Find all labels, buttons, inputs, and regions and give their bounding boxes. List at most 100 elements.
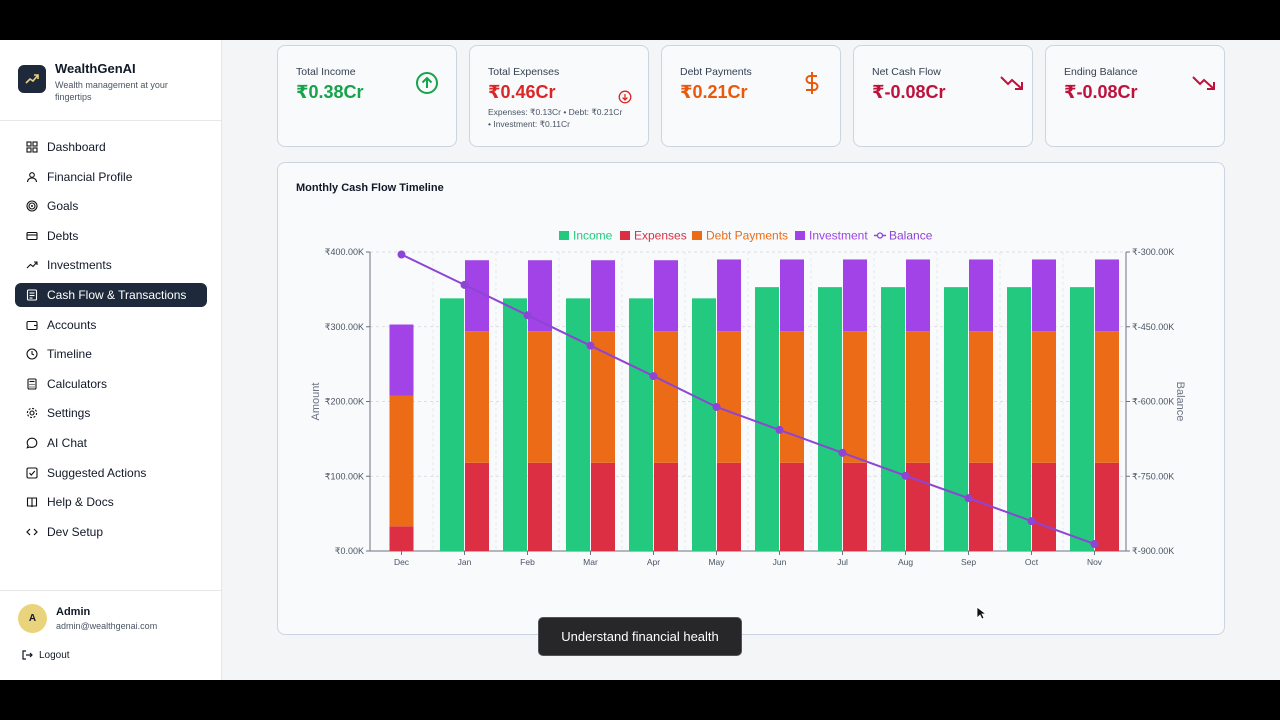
sidebar-item-suggested-actions[interactable]: Suggested Actions (15, 461, 207, 485)
bar-debt-payments[interactable] (969, 331, 993, 463)
y2-tick-label: ₹-900.00K (1132, 546, 1174, 556)
sidebar-item-ai-chat[interactable]: AI Chat (15, 431, 207, 455)
balance-point[interactable] (586, 341, 595, 350)
bar-investment[interactable] (1032, 259, 1056, 332)
bar-income[interactable] (629, 298, 653, 551)
bar-debt-payments[interactable] (591, 331, 615, 463)
bar-income[interactable] (1070, 287, 1094, 551)
chat-icon (26, 437, 38, 449)
bar-income[interactable] (1007, 287, 1031, 551)
bar-income[interactable] (692, 298, 716, 551)
card-icon (26, 230, 38, 242)
bar-investment[interactable] (591, 260, 615, 332)
bar-investment[interactable] (780, 259, 804, 332)
stat-card-total-expenses: Total Expenses ₹0.46Cr Expenses: ₹0.13Cr … (469, 45, 649, 147)
sidebar-item-dashboard[interactable]: Dashboard (15, 135, 207, 159)
legend-label-income: Income (573, 229, 613, 243)
balance-point[interactable] (1027, 517, 1036, 526)
balance-point[interactable] (901, 471, 910, 480)
sidebar-item-timeline[interactable]: Timeline (15, 342, 207, 366)
y-tick-label: ₹100.00K (325, 471, 364, 481)
sidebar-item-dev-setup[interactable]: Dev Setup (15, 520, 207, 544)
bar-expenses[interactable] (843, 462, 867, 551)
clock-icon (26, 348, 38, 360)
wallet-icon (26, 319, 38, 331)
bar-expenses[interactable] (591, 462, 615, 551)
bar-expenses[interactable] (906, 462, 930, 551)
bar-expenses[interactable] (389, 526, 414, 551)
sidebar-item-help-docs[interactable]: Help & Docs (15, 490, 207, 514)
x-tick-label: Dec (394, 557, 410, 567)
balance-point[interactable] (838, 448, 847, 457)
balance-point[interactable] (649, 372, 658, 381)
balance-point[interactable] (460, 280, 469, 289)
bar-investment[interactable] (969, 259, 993, 332)
trend-up-logo-icon[interactable] (18, 65, 46, 93)
stat-label: Ending Balance (1064, 66, 1138, 78)
sidebar-item-debts[interactable]: Debts (15, 224, 207, 248)
bar-investment[interactable] (528, 260, 552, 332)
balance-line (401, 253, 1095, 545)
bar-investment[interactable] (843, 259, 867, 332)
legend-swatch-investment (795, 231, 805, 240)
sidebar-item-cash-flow-transactions[interactable]: Cash Flow & Transactions (15, 282, 207, 307)
bar-expenses[interactable] (1095, 462, 1119, 551)
logout-button[interactable]: Logout (21, 649, 70, 661)
y-tick-label: ₹300.00K (325, 322, 364, 332)
sidebar-item-label: Dev Setup (47, 524, 104, 539)
sidebar-item-accounts[interactable]: Accounts (15, 313, 207, 337)
bar-income[interactable] (440, 298, 464, 551)
balance-point[interactable] (523, 311, 532, 320)
bar-investment[interactable] (1095, 259, 1119, 332)
sidebar-item-investments[interactable]: Investments (15, 253, 207, 277)
x-tick-label: Sep (961, 557, 976, 567)
sidebar-item-goals[interactable]: Goals (15, 194, 207, 218)
balance-point[interactable] (397, 250, 406, 259)
bar-investment[interactable] (389, 324, 414, 396)
sidebar-item-calculators[interactable]: Calculators (15, 372, 207, 396)
trend-icon (26, 259, 38, 271)
bar-debt-payments[interactable] (528, 331, 552, 463)
bar-investment[interactable] (654, 260, 678, 332)
balance-point[interactable] (964, 494, 973, 503)
bar-debt-payments[interactable] (1032, 331, 1056, 463)
bar-debt-payments[interactable] (465, 331, 489, 463)
bar-debt-payments[interactable] (389, 395, 414, 527)
x-tick-label: Jul (837, 557, 848, 567)
stat-label: Total Expenses (488, 66, 560, 78)
bar-income[interactable] (881, 287, 905, 551)
sidebar-item-label: Timeline (47, 347, 92, 362)
bar-expenses[interactable] (717, 462, 741, 551)
bar-income[interactable] (503, 298, 527, 551)
bar-debt-payments[interactable] (654, 331, 678, 463)
bar-expenses[interactable] (528, 462, 552, 551)
bar-expenses[interactable] (969, 462, 993, 551)
bar-debt-payments[interactable] (717, 331, 741, 463)
book-icon (26, 496, 38, 508)
bar-expenses[interactable] (654, 462, 678, 551)
bar-debt-payments[interactable] (780, 331, 804, 463)
bar-expenses[interactable] (1032, 462, 1056, 551)
sidebar-item-financial-profile[interactable]: Financial Profile (15, 165, 207, 189)
sidebar-item-label: Settings (47, 406, 91, 421)
legend-label-debt: Debt Payments (706, 229, 788, 243)
bar-investment[interactable] (906, 259, 930, 332)
bar-investment[interactable] (717, 259, 741, 332)
bar-income[interactable] (944, 287, 968, 551)
avatar[interactable]: A (18, 604, 47, 633)
balance-point[interactable] (1090, 540, 1099, 549)
cash-flow-chart: ₹0.00K ₹100.00K ₹200.00K ₹300.00K ₹400.00K ₹-… (310, 229, 1186, 568)
bar-expenses[interactable] (780, 462, 804, 551)
bar-expenses[interactable] (465, 462, 489, 551)
bar-income[interactable] (818, 287, 842, 551)
sidebar-item-settings[interactable]: Settings (15, 401, 207, 425)
bar-debt-payments[interactable] (843, 331, 867, 463)
bar-income[interactable] (755, 287, 779, 551)
bar-debt-payments[interactable] (906, 331, 930, 463)
bar-debt-payments[interactable] (1095, 331, 1119, 463)
y-tick-label: ₹200.00K (325, 397, 364, 407)
stat-value: ₹0.38Cr (296, 82, 364, 102)
balance-point[interactable] (775, 425, 784, 434)
balance-point[interactable] (712, 402, 721, 411)
y2-tick-label: ₹-750.00K (1132, 471, 1174, 481)
